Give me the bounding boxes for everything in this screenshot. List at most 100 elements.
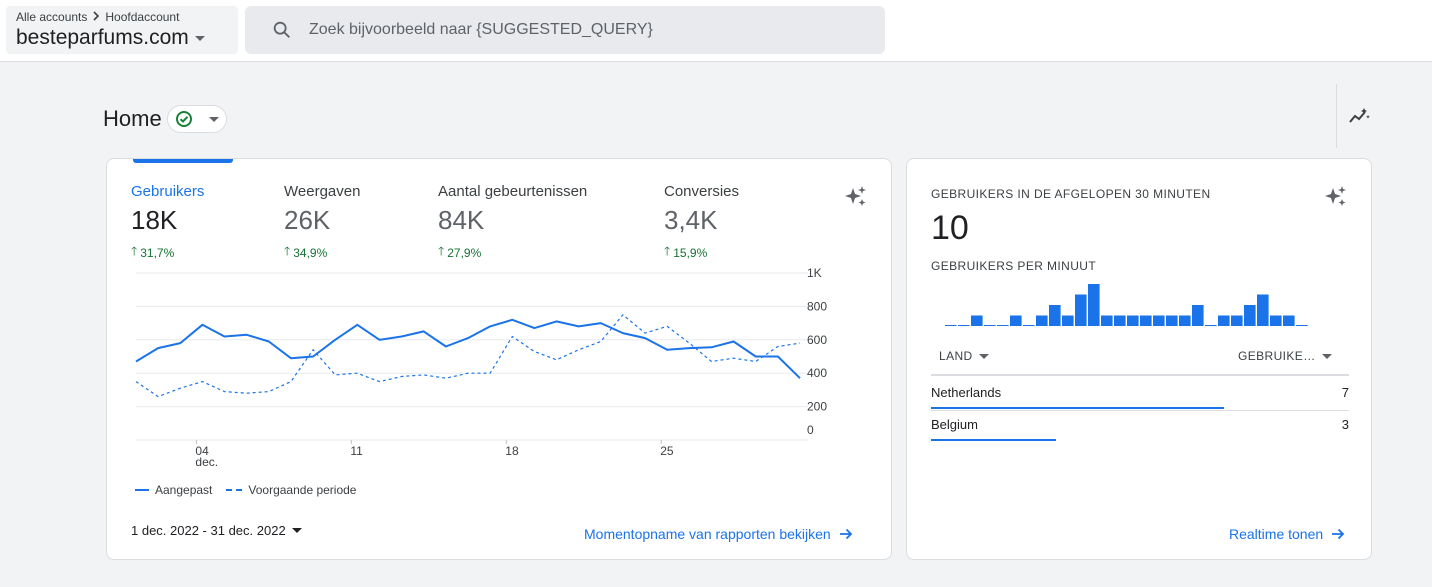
solid-line-swatch	[135, 489, 149, 491]
minute-bar	[1296, 325, 1308, 326]
metric-change: 🡑 34,9%	[284, 242, 360, 263]
date-range-selector[interactable]: 1 dec. 2022 - 31 dec. 2022	[131, 523, 302, 538]
y-tick-label: 600	[807, 333, 827, 347]
minute-bar	[1010, 315, 1022, 326]
minute-bar	[1205, 325, 1217, 326]
metric-views[interactable]: Weergaven 26K 🡑 34,9%	[284, 183, 360, 263]
metric-change-value: 34,9%	[293, 245, 328, 260]
realtime-link[interactable]: Realtime tonen	[1229, 526, 1345, 542]
minute-bar	[1166, 315, 1178, 326]
metric-label: Weergaven	[284, 183, 361, 200]
account-selector[interactable]: Alle accounts Hoofdaccount besteparfums.…	[6, 6, 238, 54]
minute-bar	[1244, 305, 1256, 326]
minute-bar	[1049, 305, 1061, 326]
dashed-line-swatch	[226, 489, 243, 491]
minute-bar	[1140, 315, 1152, 326]
metric-change-value: 27,9%	[447, 245, 482, 260]
arrow-up-icon: 🡑	[131, 244, 138, 258]
view-reports-snapshot-link[interactable]: Momentopname van rapporten bekijken	[584, 526, 853, 542]
y-tick-label: 400	[807, 366, 827, 380]
check-circle-icon	[176, 111, 192, 127]
minute-bar	[1257, 294, 1269, 326]
metric-change-value: 31,7%	[140, 245, 175, 260]
active-tab-indicator	[133, 159, 233, 163]
chart-legend: Aangepast Voorgaande periode	[135, 483, 356, 497]
column-label: LAND	[939, 349, 973, 363]
caret-down-icon	[291, 528, 302, 533]
metric-value: 3,4K	[664, 205, 718, 235]
users-per-minute-chart[interactable]	[931, 277, 1349, 327]
minute-bar	[1036, 315, 1048, 326]
y-tick-label: 0	[807, 423, 814, 437]
minute-bar	[971, 315, 983, 326]
minute-bar	[945, 325, 957, 326]
breadcrumb-account[interactable]: Hoofdaccount	[105, 10, 180, 24]
x-tick-label: 04	[195, 444, 209, 458]
minute-bar	[1127, 315, 1139, 326]
x-tick-label: 11	[350, 444, 363, 458]
insights-icon	[1349, 108, 1370, 123]
minute-bar	[1075, 294, 1087, 326]
overview-card: Gebruikers 18K 🡑 31,7% Weergaven 26K 🡑 34,…	[106, 158, 892, 560]
property-label: besteparfums.com	[16, 26, 189, 49]
metric-users[interactable]: Gebruikers 18K 🡑 31,7%	[131, 183, 204, 263]
legend-label: Aangepast	[155, 483, 213, 497]
sparkle-icon[interactable]	[1323, 184, 1349, 210]
divider	[1336, 84, 1337, 148]
row-divider	[931, 410, 1349, 411]
minute-bar	[1192, 305, 1204, 326]
link-label: Realtime tonen	[1229, 526, 1324, 542]
minute-bar	[1153, 315, 1165, 326]
minute-bar	[1101, 315, 1113, 326]
y-tick-label: 1K	[807, 266, 822, 280]
y-tick-label: 800	[807, 299, 827, 313]
minute-bar	[1270, 315, 1282, 326]
user-count: 7	[1341, 385, 1349, 400]
metric-events[interactable]: Aantal gebeurtenissen 84K 🡑 27,9%	[438, 183, 587, 263]
insights-button[interactable]	[1346, 104, 1372, 130]
x-tick-label: 18	[505, 444, 519, 458]
property-name[interactable]: besteparfums.com	[16, 26, 205, 50]
x-tick-label: 25	[660, 444, 674, 458]
arrow-right-icon	[1332, 528, 1345, 540]
status-chip[interactable]	[167, 105, 227, 133]
search-icon	[273, 21, 290, 38]
metric-label: Conversies	[664, 183, 740, 200]
realtime-card: GEBRUIKERS IN DE AFGELOPEN 30 MINUTEN 10…	[906, 158, 1372, 560]
search-bar[interactable]	[245, 6, 885, 54]
legend-item-previous[interactable]: Voorgaande periode	[226, 483, 356, 497]
metric-change-value: 15,9%	[673, 245, 708, 260]
legend-item-current[interactable]: Aangepast	[135, 483, 212, 497]
search-input[interactable]	[309, 21, 869, 39]
date-range-label: 1 dec. 2022 - 31 dec. 2022	[131, 523, 286, 538]
current-period-line	[135, 318, 801, 379]
legend-label: Voorgaande periode	[248, 483, 357, 497]
arrow-up-icon: 🡑	[284, 244, 291, 258]
minute-bar	[1231, 315, 1243, 326]
page-title: Home	[103, 106, 162, 131]
table-row[interactable]: Netherlands 7	[931, 377, 1349, 411]
previous-period-line	[135, 314, 801, 398]
column-header-users[interactable]: GEBRUIKE…	[1238, 349, 1332, 363]
metric-value: 84K	[438, 205, 485, 235]
metric-conversions[interactable]: Conversies 3,4K 🡑 15,9%	[664, 183, 739, 263]
arrow-up-icon: 🡑	[438, 244, 445, 258]
caret-down-icon	[1321, 353, 1332, 359]
sparkle-icon[interactable]	[843, 184, 869, 210]
minute-bar	[984, 325, 996, 326]
arrow-right-icon	[839, 528, 852, 540]
table-row[interactable]: Belgium 3	[931, 409, 1349, 441]
minute-bar	[1218, 315, 1230, 326]
realtime-subtitle: GEBRUIKERS PER MINUUT	[931, 259, 1097, 273]
minute-bar	[1283, 315, 1295, 326]
breadcrumb-all-accounts[interactable]: Alle accounts	[16, 10, 88, 24]
minute-bar	[1114, 315, 1126, 326]
column-header-country[interactable]: LAND	[939, 349, 989, 363]
metric-label: Aantal gebeurtenissen	[438, 183, 588, 200]
minute-bar	[1088, 284, 1100, 326]
caret-down-icon	[978, 353, 989, 359]
metric-change: 🡑 15,9%	[664, 242, 739, 263]
realtime-users-value: 10	[931, 209, 969, 247]
minute-bar	[958, 325, 970, 326]
